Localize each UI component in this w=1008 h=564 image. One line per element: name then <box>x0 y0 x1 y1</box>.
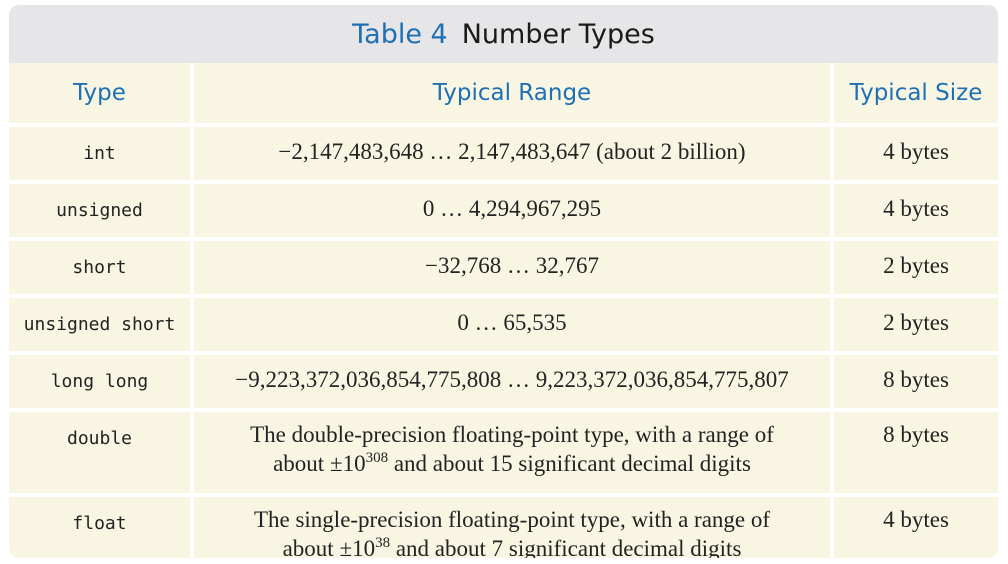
size-cell: 4 bytes <box>883 507 949 532</box>
range-line-2-pre: about ±10 <box>282 536 376 558</box>
size-cell: 2 bytes <box>832 239 998 298</box>
header-size: Typical Size <box>832 63 998 127</box>
header-type: Type <box>9 63 194 127</box>
range-cell: −2,147,483,648 … 2,147,483,647 (about 2 … <box>192 125 834 184</box>
range-cell: 0 … 65,535 <box>192 296 834 355</box>
range-cell: The single-precision floating-point type… <box>192 495 834 558</box>
table-row: long long −9,223,372,036,854,775,808 … 9… <box>9 353 998 412</box>
range-line-1: The single-precision floating-point type… <box>253 507 771 532</box>
size-cell: 8 bytes <box>832 353 998 412</box>
table-row: int −2,147,483,648 … 2,147,483,647 (abou… <box>9 125 998 184</box>
size-cell: 2 bytes <box>832 296 998 355</box>
size-cell: 8 bytes <box>832 410 998 497</box>
range-line-1: The double-precision floating-point type… <box>250 422 774 447</box>
type-cell: unsigned <box>9 182 194 241</box>
table-row: float The single-precision floating-poin… <box>9 495 998 558</box>
table-number: Table 4 <box>352 18 448 50</box>
table-row: double The double-precision floating-poi… <box>9 410 998 497</box>
table-caption: Table 4 Number Types <box>9 5 998 63</box>
range-cell: −9,223,372,036,854,775,808 … 9,223,372,0… <box>192 353 834 412</box>
range-line-2-post: and about 7 significant decimal digits <box>390 536 742 558</box>
table-title: Number Types <box>461 18 655 50</box>
table-row: unsigned short 0 … 65,535 2 bytes <box>9 296 998 355</box>
type-cell: short <box>9 239 194 298</box>
table-row: short −32,768 … 32,767 2 bytes <box>9 239 998 298</box>
size-cell: 4 bytes <box>832 125 998 184</box>
size-cell: 4 bytes <box>832 182 998 241</box>
type-cell: long long <box>9 353 194 412</box>
header-range: Typical Range <box>192 63 834 127</box>
range-exponent: 308 <box>365 450 389 466</box>
number-types-table: Type Typical Range Typical Size int −2,1… <box>9 63 998 558</box>
range-line-2-pre: about ±10 <box>273 451 366 476</box>
type-cell: unsigned short <box>9 296 194 355</box>
range-exponent: 38 <box>375 535 391 551</box>
table-row: unsigned 0 … 4,294,967,295 4 bytes <box>9 182 998 241</box>
type-cell: int <box>9 125 194 184</box>
number-types-table-card: Table 4 Number Types Type Typical Range … <box>9 5 998 558</box>
type-cell: float <box>9 495 194 558</box>
range-cell: −32,768 … 32,767 <box>192 239 834 298</box>
range-line-2-post: and about 15 significant decimal digits <box>388 451 751 476</box>
type-cell: double <box>9 410 194 497</box>
header-row: Type Typical Range Typical Size <box>9 63 998 127</box>
range-cell: The double-precision floating-point type… <box>192 410 834 497</box>
range-cell: 0 … 4,294,967,295 <box>192 182 834 241</box>
